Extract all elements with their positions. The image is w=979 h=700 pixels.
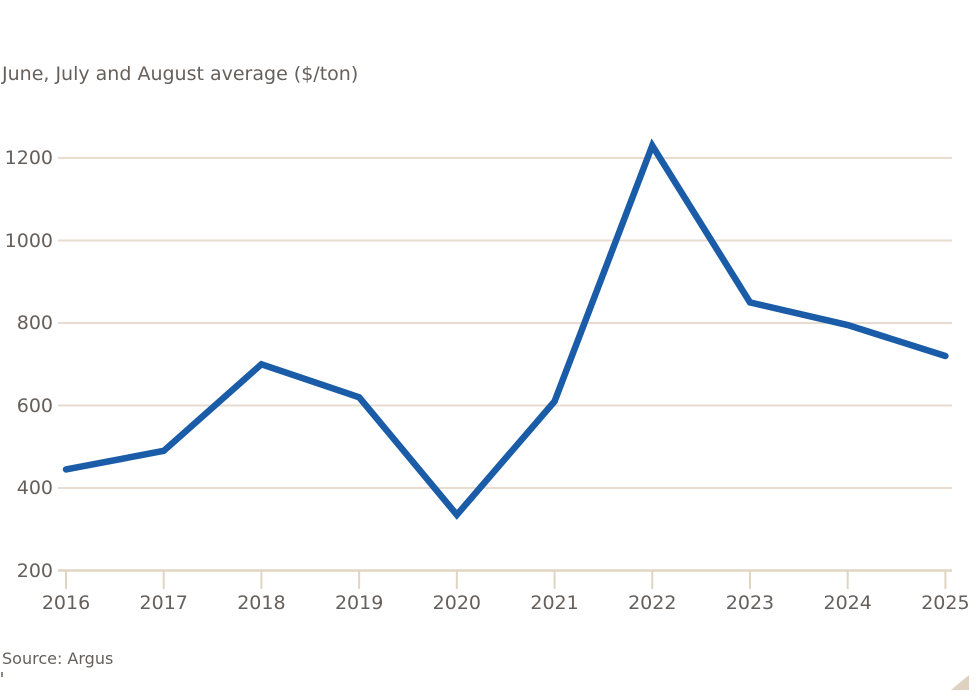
source-note: Source: Argus: [2, 649, 114, 668]
y-axis-tick-label: 400: [16, 477, 53, 499]
x-axis-tick-label: 2019: [334, 592, 384, 614]
x-axis-tick-label: 2023: [725, 592, 775, 614]
resize-handle-icon: [951, 675, 969, 690]
x-axis-tick-label: 2016: [41, 592, 91, 614]
y-axis-tick-label: 800: [16, 312, 53, 334]
y-axis-tick-label: 200: [16, 559, 53, 582]
x-axis-tick-label: 2021: [530, 592, 579, 614]
x-axis-tick-label: 2020: [432, 592, 481, 614]
x-axis-tick-label: 2025: [921, 592, 970, 614]
x-axis-tick-label: 2018: [237, 592, 286, 614]
x-axis-tick-label: 2022: [628, 592, 677, 614]
x-axis-tick-label: 2024: [823, 592, 872, 614]
y-axis-tick-label: 1200: [4, 147, 53, 169]
y-axis-tick-label: 600: [16, 394, 53, 417]
x-axis-tick-label: 2017: [139, 592, 188, 614]
chart-subtitle: June, July and August average ($/ton): [2, 63, 359, 85]
y-axis-tick-label: 1000: [4, 229, 53, 252]
data-line-series: [62, 138, 949, 520]
footer-tick-mark: [1, 672, 3, 677]
